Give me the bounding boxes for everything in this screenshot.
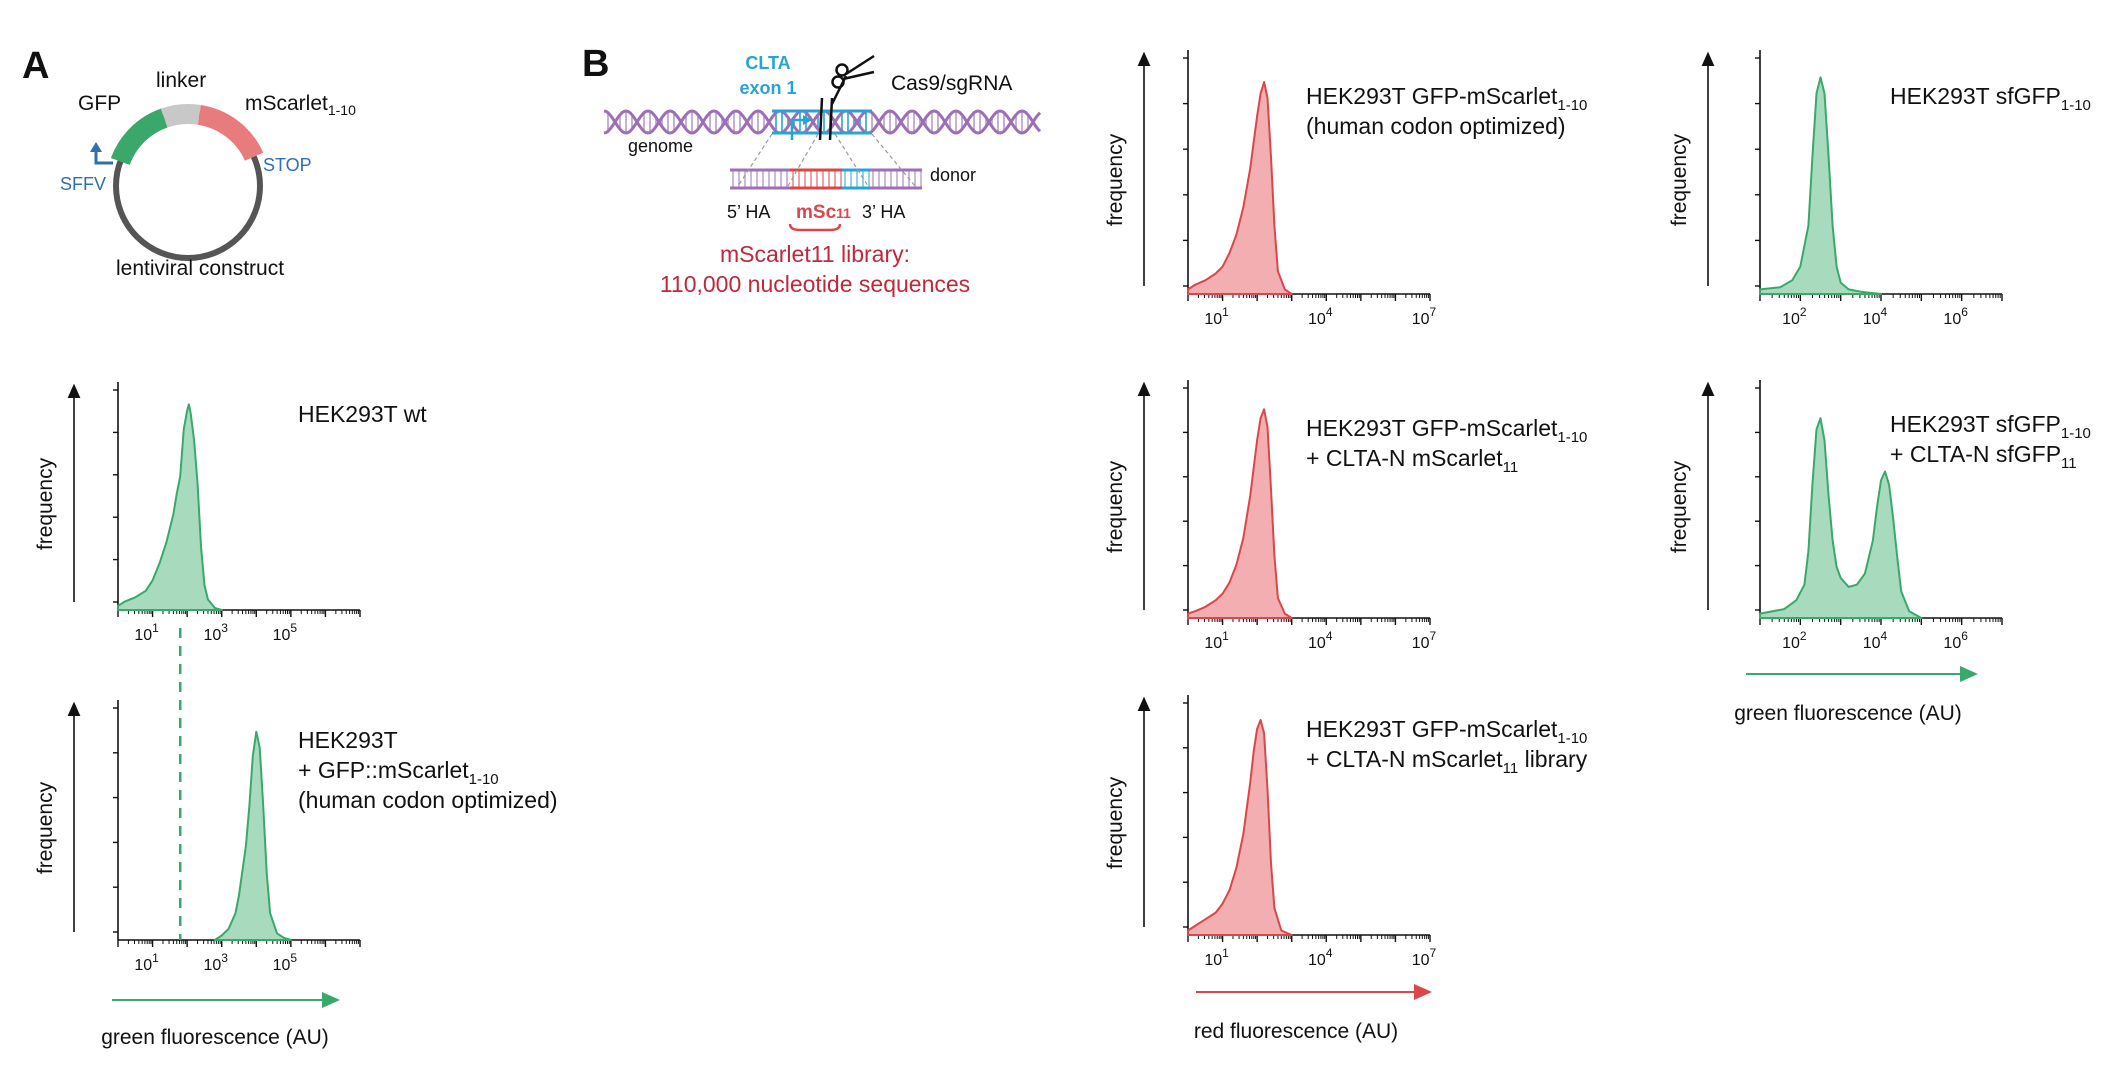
y-axis-label: frequency	[1668, 460, 1691, 553]
panel-title-line: HEK293T sfGFP1-10	[1890, 411, 2091, 442]
stop-label: STOP	[263, 155, 312, 175]
cut-mark-2	[828, 97, 834, 141]
x-tick-label: 105	[273, 621, 298, 644]
panel-title-line: (human codon optimized)	[1306, 113, 1566, 139]
x-tick-label: 101	[134, 621, 159, 644]
x-tick-label: 106	[1943, 305, 1968, 328]
x-axis-label: green fluorescence (AU)	[1734, 702, 1962, 725]
x-tick-label: 101	[134, 951, 159, 974]
histogram-area	[1187, 408, 1293, 619]
histogram-b1: 101 104 107 frequency HEK293T GFP-mScarlet1-…	[1104, 50, 1587, 328]
gfp-segment	[110, 108, 168, 166]
panel-title-line: HEK293T GFP-mScarlet1-10	[1306, 415, 1587, 446]
panel-title-line: + CLTA-N sfGFP11	[1890, 441, 2077, 472]
panel-title-line: (human codon optimized)	[298, 787, 558, 813]
genome-helix	[603, 109, 1042, 135]
donor-dna	[730, 168, 922, 190]
x-tick-label: 102	[1782, 629, 1807, 652]
histogram-c2: 102 104 106 frequency green fluorescence (AU…	[1668, 380, 2091, 725]
y-axis-label: frequency	[1104, 460, 1127, 553]
clta-tss-arrow	[790, 118, 806, 140]
y-axis-label: frequency	[34, 781, 57, 874]
library-line-2: 110,000 nucleotide sequences	[660, 271, 970, 297]
x-tick-label: 107	[1412, 629, 1437, 652]
histogram-panels: 101 103 105 frequency HEK293T wt 101 103 105 fre…	[34, 50, 2091, 1049]
x-tick-label: 101	[1204, 946, 1229, 969]
histogram-area	[1187, 81, 1293, 295]
histogram-area	[1187, 719, 1293, 936]
gfp-label: GFP	[78, 92, 121, 115]
scissors-icon	[830, 54, 875, 105]
clta-label: CLTA	[745, 53, 790, 73]
panel-letter-a: A	[22, 45, 49, 87]
x-tick-label: 104	[1308, 946, 1333, 969]
panel-title-line: + GFP::mScarlet1-10	[298, 757, 499, 788]
sffv-promoter-arrow	[94, 148, 113, 165]
panel-title-line: HEK293T GFP-mScarlet1-10	[1306, 83, 1587, 114]
cut-mark-1	[818, 97, 824, 141]
x-tick-label: 106	[1943, 629, 1968, 652]
cas9-label: Cas9/sgRNA	[891, 72, 1012, 95]
msc11-bracket	[788, 223, 842, 232]
x-tick-label: 107	[1412, 946, 1437, 969]
exon-label: exon 1	[739, 78, 796, 98]
panel-title-line: HEK293T sfGFP1-10	[1890, 83, 2091, 114]
x-tick-label: 102	[1782, 305, 1807, 328]
knock-in-scheme	[603, 54, 1042, 232]
x-axis-label: red fluorescence (AU)	[1194, 1020, 1398, 1043]
panel-letter-b: B	[582, 43, 609, 85]
x-tick-label: 104	[1308, 629, 1333, 652]
x-tick-label: 101	[1204, 629, 1229, 652]
panel-title-line: + CLTA-N mScarlet11 library	[1306, 746, 1588, 777]
x-tick-label: 105	[273, 951, 298, 974]
histogram-c1: 102 104 106 frequency HEK293T sfGFP1-10	[1668, 50, 2091, 328]
svg-text:mScarlet1-10: mScarlet1-10	[245, 92, 356, 118]
x-tick-label: 107	[1412, 305, 1437, 328]
panel-title-line: HEK293T	[298, 727, 398, 753]
linker-segment	[160, 104, 201, 128]
sffv-label: SFFV	[60, 174, 106, 194]
histogram-area	[1759, 76, 1882, 295]
histogram-a1: 101 103 105 frequency HEK293T wt	[34, 382, 427, 644]
mscarlet-segment	[197, 105, 264, 162]
mscarlet-subscript: 1-10	[328, 102, 356, 118]
y-axis-label: frequency	[34, 457, 57, 550]
lentiviral-construct-diagram	[90, 104, 264, 261]
donor-label: donor	[930, 165, 976, 185]
histogram-a2: 101 103 105 frequency green fluorescence (AU…	[34, 628, 558, 1049]
y-axis-label: frequency	[1104, 133, 1127, 226]
y-axis-label: frequency	[1668, 133, 1691, 226]
x-tick-label: 103	[203, 951, 228, 974]
x-tick-label: 104	[1863, 305, 1888, 328]
panel-title-line: + CLTA-N mScarlet11	[1306, 445, 1518, 476]
library-line-1: mScarlet11 library:	[720, 241, 910, 267]
genome-label: genome	[628, 136, 693, 156]
x-axis-label: green fluorescence (AU)	[101, 1026, 329, 1049]
ha3-label: 3’ HA	[862, 202, 905, 222]
svg-text:mSc11: mSc11	[796, 202, 851, 223]
linker-label: linker	[156, 69, 206, 92]
construct-caption: lentiviral construct	[116, 257, 284, 280]
msc-subscript: 11	[836, 205, 851, 221]
x-tick-label: 104	[1308, 305, 1333, 328]
x-tick-label: 104	[1863, 629, 1888, 652]
ha5-label: 5’ HA	[727, 202, 770, 222]
panel-title-line: HEK293T GFP-mScarlet1-10	[1306, 716, 1587, 747]
histogram-area	[213, 730, 292, 941]
histogram-b2: 101 104 107 frequency HEK293T GFP-mScarlet1-…	[1104, 380, 1587, 652]
panel-title-line: HEK293T wt	[298, 401, 427, 427]
x-tick-label: 101	[1204, 305, 1229, 328]
y-axis-label: frequency	[1104, 776, 1127, 869]
histogram-area	[117, 403, 223, 611]
msc-label: mSc	[796, 202, 837, 223]
x-tick-label: 103	[203, 621, 228, 644]
histogram-b3: 101 104 107 frequency red fluorescence (AU) H…	[1104, 695, 1588, 1043]
mscarlet-label: mScarlet	[245, 92, 328, 115]
histogram-area	[1759, 417, 1923, 619]
